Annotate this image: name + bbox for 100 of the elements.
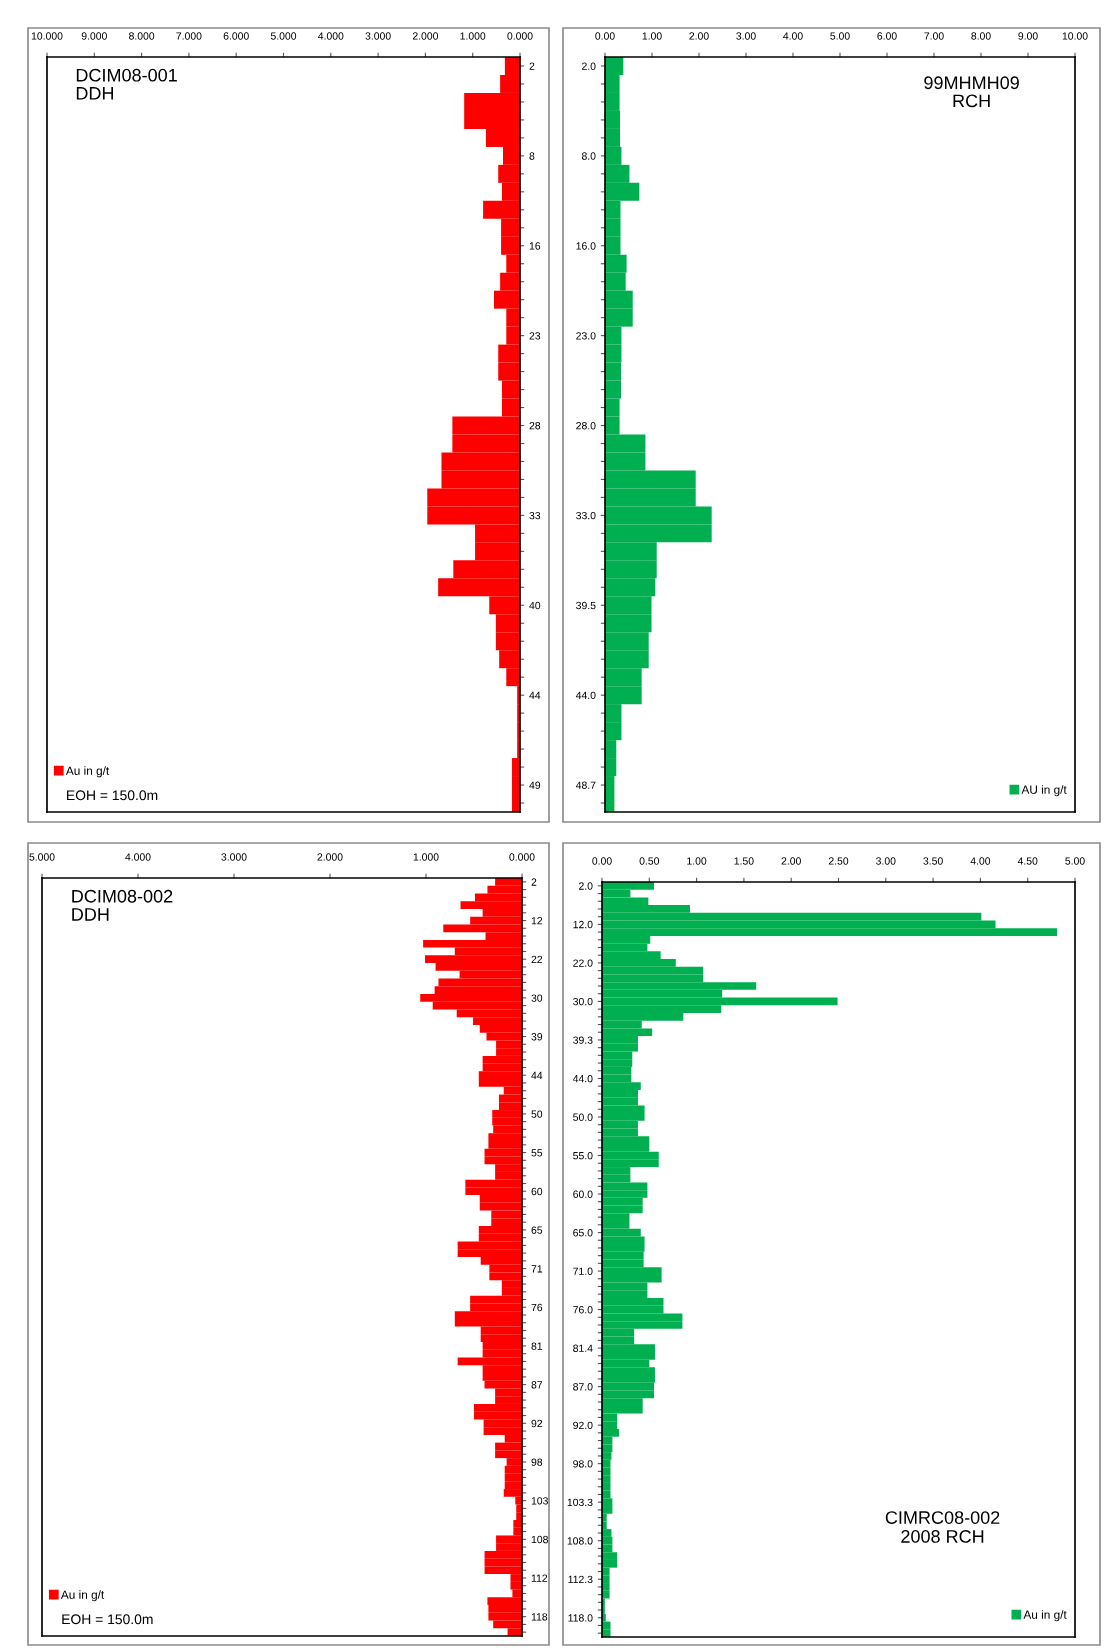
y-tick-label: 2.0 <box>579 882 593 890</box>
y-tick-label: 98.0 <box>573 1460 593 1468</box>
x-tick-label: 6.000 <box>223 32 249 40</box>
y-tick-label: 71 <box>531 1265 543 1273</box>
y-tick-label: 23.0 <box>576 332 596 340</box>
y-tick-label: 103.3 <box>567 1498 593 1507</box>
x-tick-label: 2.50 <box>828 857 849 865</box>
y-tick-label: 8 <box>529 152 535 160</box>
x-tick-label: 4.00 <box>783 32 803 40</box>
y-tick-label: 76 <box>531 1303 543 1312</box>
y-tick-label: 60 <box>531 1187 543 1196</box>
y-tick-label: 65 <box>531 1226 543 1234</box>
text: CIMRC08-002 <box>885 1511 1000 1524</box>
x-tick-label: 10.000 <box>31 32 63 40</box>
y-tick-label: 87.0 <box>573 1383 593 1391</box>
y-tick-label: 39.3 <box>573 1036 593 1044</box>
y-tick-label: 50.0 <box>573 1113 593 1121</box>
y-tick-label: 22.0 <box>573 959 593 967</box>
x-tick-label: 3.00 <box>876 857 896 865</box>
text: RCH <box>953 94 990 108</box>
y-tick-label: 50 <box>531 1110 543 1118</box>
y-tick-label: 65.0 <box>573 1229 593 1237</box>
y-tick-label: 40 <box>529 601 541 610</box>
y-tick-label: 81 <box>531 1342 543 1350</box>
x-tick-label: 3.50 <box>923 857 943 865</box>
y-tick-label: 87 <box>531 1381 543 1389</box>
y-tick-label: 28.0 <box>576 422 596 430</box>
x-tick-label: 4.000 <box>318 32 344 40</box>
annotation: EOH = 150.0m <box>62 1614 153 1625</box>
x-tick-label: 9.00 <box>1018 32 1038 40</box>
x-tick-label: 8.00 <box>971 32 991 40</box>
x-tick-label: 1.000 <box>460 32 486 40</box>
y-tick-label: 55 <box>531 1149 543 1157</box>
text: DCIM08-001 <box>76 68 177 82</box>
y-tick-label: 2 <box>529 62 535 70</box>
x-tick-label: 2.00 <box>689 32 709 40</box>
y-tick-label: 118 <box>531 1613 548 1621</box>
x-tick-label: 7.000 <box>176 32 202 40</box>
y-tick-label: 8.0 <box>581 152 596 160</box>
y-tick-label: 2.0 <box>582 62 596 70</box>
y-tick-label: 118.0 <box>568 1614 593 1622</box>
x-tick-label: 6.00 <box>877 32 897 40</box>
y-tick-label: 33 <box>529 511 541 520</box>
y-tick-label: 12.0 <box>573 920 593 929</box>
x-tick-label: 7.00 <box>924 32 944 40</box>
y-tick-label: 2 <box>531 878 537 886</box>
x-tick-label: 4.50 <box>1017 857 1038 865</box>
x-tick-label: 4.000 <box>125 853 151 861</box>
y-tick-label: 92 <box>531 1419 543 1428</box>
y-tick-label: 81.4 <box>573 1344 593 1352</box>
text: DDH <box>72 908 109 921</box>
y-tick-label: 44.0 <box>575 691 596 700</box>
x-tick-label: 1.000 <box>413 853 439 861</box>
y-tick-label: 39.5 <box>576 601 596 610</box>
y-tick-label: 92.0 <box>573 1421 593 1430</box>
x-tick-label: 5.00 <box>830 32 850 40</box>
x-tick-label: 3.00 <box>736 32 756 40</box>
x-tick-label: 1.00 <box>687 857 707 865</box>
y-tick-label: 16.0 <box>576 242 596 250</box>
y-tick-label: 55.0 <box>573 1152 593 1160</box>
y-tick-label: 22 <box>531 955 543 963</box>
y-tick-label: 60.0 <box>573 1190 593 1198</box>
y-tick-label: 112.3 <box>568 1575 593 1584</box>
y-tick-label: 112 <box>531 1574 548 1582</box>
y-tick-label: 23 <box>529 332 541 340</box>
x-tick-label: 4.00 <box>970 857 991 865</box>
x-tick-label: 0.000 <box>509 853 535 861</box>
y-tick-label: 108.0 <box>567 1537 593 1545</box>
x-tick-label: 5.00 <box>1065 857 1085 865</box>
legend-label: Au in g/t <box>65 766 110 778</box>
x-tick-label: 3.000 <box>221 853 247 861</box>
text: 2008 RCH <box>901 1530 984 1543</box>
y-tick-label: 28 <box>529 422 541 430</box>
y-tick-label: 44 <box>531 1071 543 1080</box>
x-tick-label: 5.000 <box>29 853 55 861</box>
x-tick-label: 2.00 <box>781 857 801 865</box>
legend-label: AU in g/t <box>1021 785 1067 797</box>
legend-label: Au in g/t <box>1023 1610 1067 1622</box>
x-tick-label: 1.00 <box>642 32 662 40</box>
x-tick-label: 1.50 <box>734 857 754 865</box>
legend-label: Au in g/t <box>60 1590 105 1602</box>
text: DCIM08-002 <box>72 889 173 903</box>
y-tick-label: 49 <box>529 781 541 789</box>
x-tick-label: 0.00 <box>595 32 615 40</box>
y-tick-label: 44 <box>529 691 541 699</box>
annotation: EOH = 150.0m <box>67 790 158 801</box>
y-tick-label: 76.0 <box>573 1306 593 1314</box>
y-tick-label: 39 <box>531 1033 543 1041</box>
y-tick-label: 12 <box>531 917 543 925</box>
y-tick-label: 44.0 <box>572 1074 593 1083</box>
x-tick-label: 3.000 <box>365 32 391 40</box>
y-tick-label: 33.0 <box>576 511 596 520</box>
y-tick-label: 108 <box>531 1535 548 1544</box>
y-tick-label: 71.0 <box>573 1267 593 1275</box>
x-tick-label: 5.000 <box>270 32 297 40</box>
y-tick-label: 48.7 <box>575 781 596 789</box>
text: 99MHMH09 <box>924 76 1019 90</box>
y-tick-label: 30.0 <box>573 997 593 1006</box>
text: DDH <box>76 87 114 100</box>
x-tick-label: 2.000 <box>412 32 439 40</box>
